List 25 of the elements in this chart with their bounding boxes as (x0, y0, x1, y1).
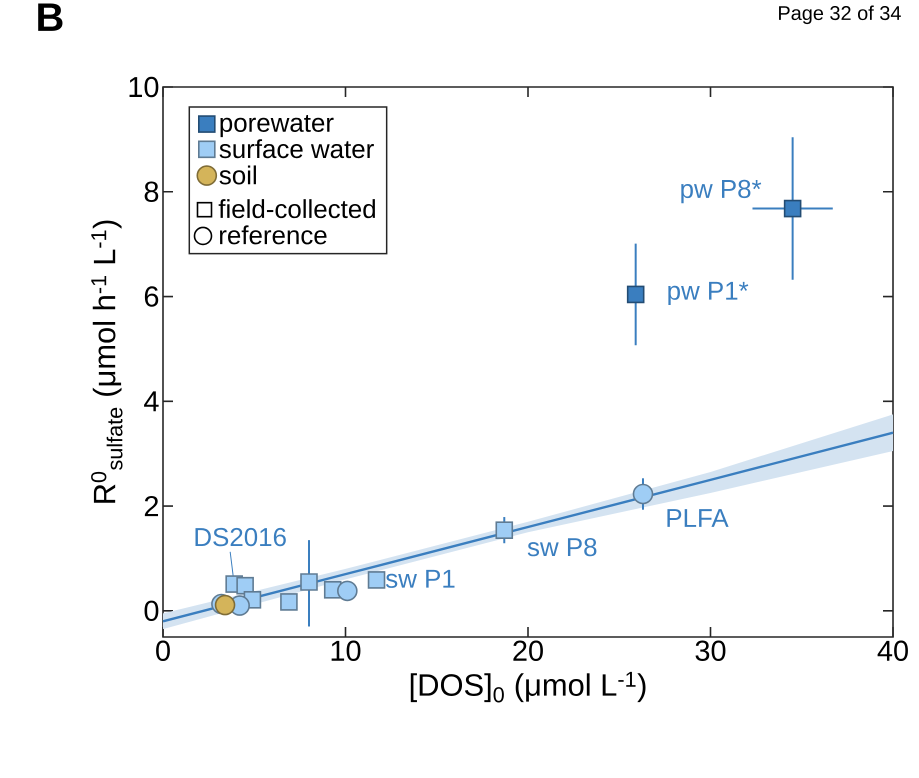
y-tick-label: 2 (144, 496, 158, 516)
annotation: DS2016 (195, 528, 286, 546)
annotation: field-collected (218, 199, 375, 218)
y-tick-label: 6 (144, 286, 158, 307)
y-axis-title: R$^{0}$$_{sulfate}$ (μmol h$^{-1}$ L$^{-1}$) (91, 220, 123, 503)
x-axis-title: [DOS]$_{0}$ (μmol L$^{-1}$) (410, 672, 646, 702)
y-tick-label: 4 (144, 391, 159, 412)
y-tick-label: 8 (144, 182, 158, 202)
x-tick-label: 10 (332, 640, 360, 661)
y-tick-label: 0 (144, 600, 158, 622)
annotation: reference (220, 225, 327, 244)
chart-title: B (38, 4, 62, 31)
legend-label: surface water (220, 139, 374, 158)
y-tick-label: 10 (130, 76, 158, 98)
annotation: pw P8* (681, 180, 762, 204)
text: Page 32 of 34 (779, 6, 901, 24)
annotation: sw P1 (386, 570, 455, 588)
annotation: pw P1* (668, 282, 748, 306)
legend-label: soil (220, 165, 256, 184)
legend-label: porewater (220, 114, 334, 138)
x-tick-label: 20 (513, 640, 543, 661)
x-tick-label: 30 (696, 640, 726, 661)
annotation: sw P8 (528, 538, 596, 556)
x-tick-label: 40 (878, 640, 908, 661)
annotation: PLFA (667, 509, 729, 527)
